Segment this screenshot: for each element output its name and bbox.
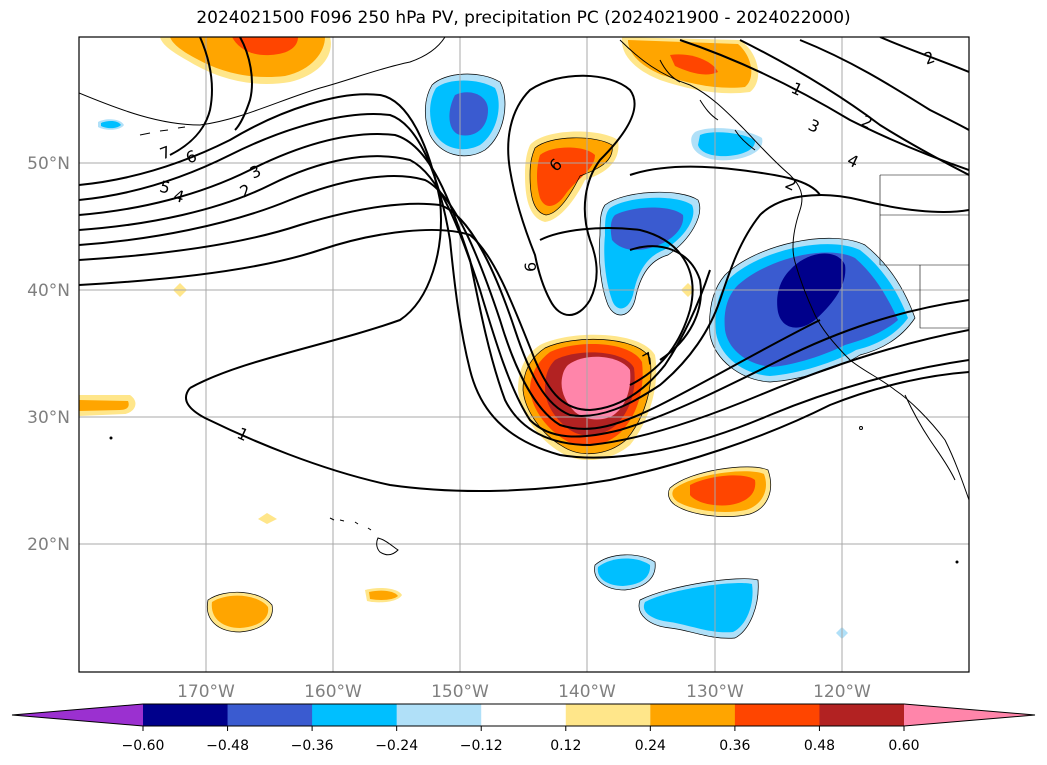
- anomaly-positive-ne: [621, 37, 759, 94]
- lon-label-120w: 120°W: [813, 682, 871, 702]
- lat-label-30n: 30°N: [27, 408, 70, 428]
- map-frame: [78, 36, 970, 673]
- colorbar-tick-label: −0.48: [206, 738, 249, 754]
- anomaly-positive-ridge: [525, 131, 619, 222]
- colorbar-cell: [227, 704, 313, 726]
- colorbar-cell: [396, 704, 482, 726]
- colorbar-cell: [143, 704, 229, 726]
- anomaly-negative-tropics: [594, 554, 759, 639]
- colorbar-extend-max: [904, 704, 1035, 726]
- contour-label-6b: 6: [521, 262, 540, 272]
- lat-label-40n: 40°N: [27, 281, 70, 301]
- colorbar-cell: [481, 704, 567, 726]
- colorbar-tick-label: 0.48: [804, 738, 835, 754]
- map-area: 1 2 3 4 5 6 7 6 7 2 3 4 2 2 1 6: [79, 37, 969, 672]
- map-title: 2024021500 F096 250 hPa PV, precipitatio…: [196, 8, 851, 28]
- colorbar-tick-labels: −0.60 −0.48 −0.36 −0.24 −0.12 0.12 0.24 0.36 0.4…: [122, 726, 920, 754]
- colorbar-tick-label: 0.12: [550, 738, 581, 754]
- colorbar-tick-label: 0.36: [719, 738, 750, 754]
- colorbar: −0.60 −0.48 −0.36 −0.24 −0.12 0.12 0.24 0.36 0.4…: [11, 703, 1036, 754]
- lat-label-20n: 20°N: [27, 535, 70, 555]
- anomaly-negative-gulf: [425, 74, 505, 156]
- colorbar-cell: [565, 704, 651, 726]
- lon-label-170w: 170°W: [177, 682, 235, 702]
- colorbar-cell: [734, 704, 820, 726]
- lon-label-130w: 130°W: [686, 682, 744, 702]
- colorbar-tick-label: −0.36: [291, 738, 334, 754]
- colorbar-tick-label: 0.60: [888, 738, 919, 754]
- colorbar-tick-label: −0.12: [460, 738, 503, 754]
- anomaly-positive-east-pacific: [668, 466, 771, 517]
- lon-label-160w: 160°W: [304, 682, 362, 702]
- colorbar-cell: [650, 704, 736, 726]
- shading-outlines: [206, 73, 916, 639]
- colorbar-tick-label: −0.24: [375, 738, 418, 754]
- colorbar-tick-label: 0.24: [635, 738, 666, 754]
- lon-label-140w: 140°W: [558, 682, 616, 702]
- pv-contours: [79, 37, 969, 493]
- colorbar-cell: [312, 704, 398, 726]
- anomaly-negative-mid: [599, 192, 700, 316]
- anomaly-positive-sw: [207, 587, 402, 632]
- colorbar-cell: [819, 704, 905, 726]
- colorbar-extend-min: [12, 704, 143, 726]
- graticule: [79, 37, 969, 672]
- axis-labels: 170°W 160°W 150°W 140°W 130°W 120°W 50°N…: [27, 154, 871, 702]
- coastlines: [79, 37, 969, 564]
- colorbar-tick-label: −0.60: [122, 738, 165, 754]
- lon-label-150w: 150°W: [431, 682, 489, 702]
- lat-label-50n: 50°N: [27, 154, 70, 174]
- contour-label-5: 5: [158, 177, 173, 198]
- contour-label-4: 4: [172, 186, 187, 207]
- colorbar-cells: [143, 704, 905, 726]
